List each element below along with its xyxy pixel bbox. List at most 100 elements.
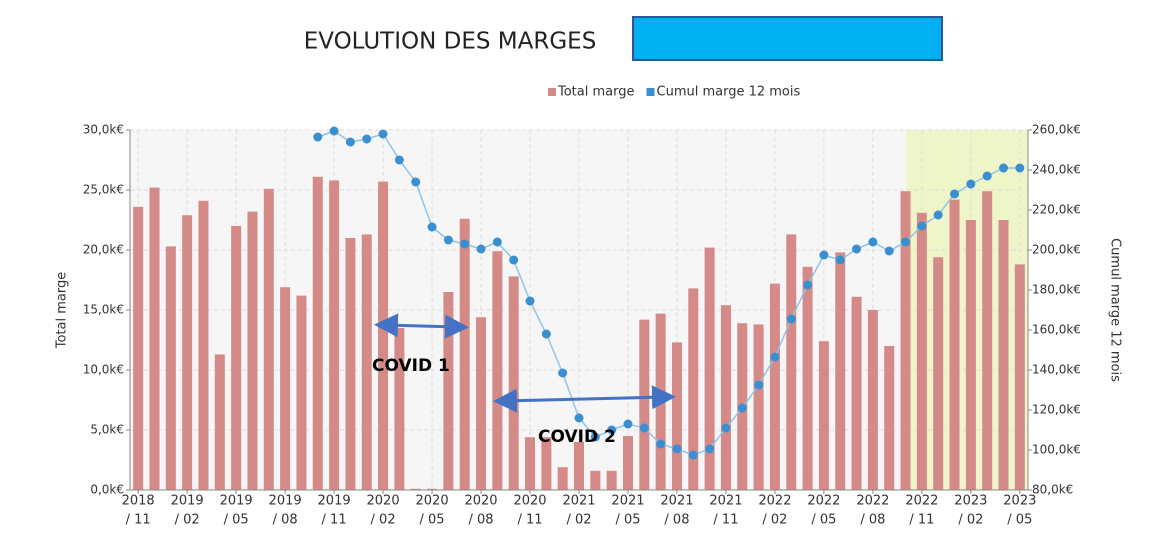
bar [410, 488, 421, 490]
bar [296, 295, 307, 490]
y-tick-label: 0,0k€ [90, 483, 124, 497]
legend-swatch [548, 88, 556, 96]
y2-tick-label: 120,0k€ [1032, 403, 1081, 417]
x-tick-label: / 02 [958, 513, 983, 528]
y2-tick-label: 100,0k€ [1032, 443, 1081, 457]
bar [998, 220, 1009, 490]
bar [949, 199, 960, 490]
x-tick-label: / 02 [762, 513, 787, 528]
x-tick-label: / 08 [860, 513, 885, 528]
chart-title: EVOLUTION DES MARGES [304, 29, 597, 55]
bar [492, 251, 503, 490]
bar [671, 342, 682, 490]
line-point [950, 189, 960, 199]
bar [263, 188, 274, 491]
bar [345, 238, 356, 490]
y2-tick-label: 180,0k€ [1032, 283, 1081, 297]
bar [900, 191, 911, 490]
line-point [623, 419, 633, 429]
line-point [917, 221, 927, 231]
y2-tick-label: 140,0k€ [1032, 363, 1081, 377]
legend-label: Cumul marge 12 mois [657, 85, 801, 100]
bar [557, 467, 568, 490]
bar [165, 246, 176, 490]
covid1-arrow [374, 313, 469, 339]
x-tick-label: 2019 [171, 494, 204, 509]
bar [884, 346, 895, 490]
x-tick-label: / 05 [420, 513, 445, 528]
line-point [770, 352, 780, 362]
line-point [345, 137, 355, 147]
x-tick-label: 2019 [269, 494, 302, 509]
line-point [852, 244, 862, 254]
x-tick-label: / 02 [566, 513, 591, 528]
bar [835, 252, 846, 490]
x-tick-label: / 11 [909, 513, 934, 528]
bar [312, 176, 323, 491]
line-point [656, 439, 666, 449]
bar [508, 276, 519, 490]
y2-axis-title: Cumul marge 12 mois [1108, 238, 1123, 382]
line-point [835, 255, 845, 265]
line-point [329, 126, 339, 136]
y2-tick-label: 220,0k€ [1032, 203, 1081, 217]
line-point [411, 177, 421, 187]
line-point [525, 296, 535, 306]
bar [247, 211, 258, 490]
x-tick-label: 2022 [905, 494, 938, 509]
bar [688, 288, 699, 490]
bar [149, 187, 160, 490]
x-tick-label: / 11 [517, 513, 542, 528]
x-tick-label: / 08 [664, 513, 689, 528]
covid2-arrow [493, 385, 676, 413]
bar [916, 212, 927, 491]
x-tick-label: 2018 [122, 494, 155, 509]
x-tick-label: 2021 [709, 494, 742, 509]
line-point [688, 450, 698, 460]
x-tick-label: 2019 [318, 494, 351, 509]
x-tick-label: / 08 [469, 513, 494, 528]
x-tick-label: 2020 [416, 494, 449, 509]
line-point [427, 222, 437, 232]
x-tick-label: 2023 [954, 494, 987, 509]
x-tick-label: / 11 [322, 513, 347, 528]
line-point [672, 444, 682, 454]
line-point [607, 425, 617, 435]
bar [655, 313, 666, 490]
y2-tick-label: 240,0k€ [1032, 163, 1081, 177]
y-tick-label: 25,0k€ [83, 183, 124, 197]
x-tick-label: / 05 [811, 513, 836, 528]
x-tick-label: / 05 [1007, 513, 1032, 528]
bar [214, 354, 225, 490]
x-tick-label: 2021 [562, 494, 595, 509]
x-tick-label: 2021 [611, 494, 644, 509]
line-point [1015, 163, 1025, 173]
bar [574, 442, 584, 490]
bar [818, 341, 829, 490]
line-point [933, 210, 943, 220]
y2-tick-label: 160,0k€ [1032, 323, 1081, 337]
bar [361, 234, 372, 490]
annotation: COVID 1 [372, 356, 450, 376]
bar [786, 234, 797, 490]
line-point [558, 368, 568, 378]
y-tick-label: 10,0k€ [83, 363, 124, 377]
x-tick-label: 2022 [807, 494, 840, 509]
x-tick-label: 2020 [367, 494, 400, 509]
line-point [982, 171, 992, 181]
line-point [460, 239, 470, 249]
line-point [590, 432, 600, 442]
bar [378, 181, 389, 490]
bar [329, 180, 340, 490]
bar [704, 247, 715, 490]
bar [851, 296, 862, 490]
line-point [803, 280, 813, 290]
y-tick-label: 30,0k€ [83, 123, 124, 137]
bar [753, 324, 764, 490]
line-point [966, 179, 976, 189]
x-tick-label: 2022 [758, 494, 791, 509]
x-tick-label: / 02 [175, 513, 200, 528]
y2-tick-label: 200,0k€ [1032, 243, 1081, 257]
line-point [737, 403, 747, 413]
